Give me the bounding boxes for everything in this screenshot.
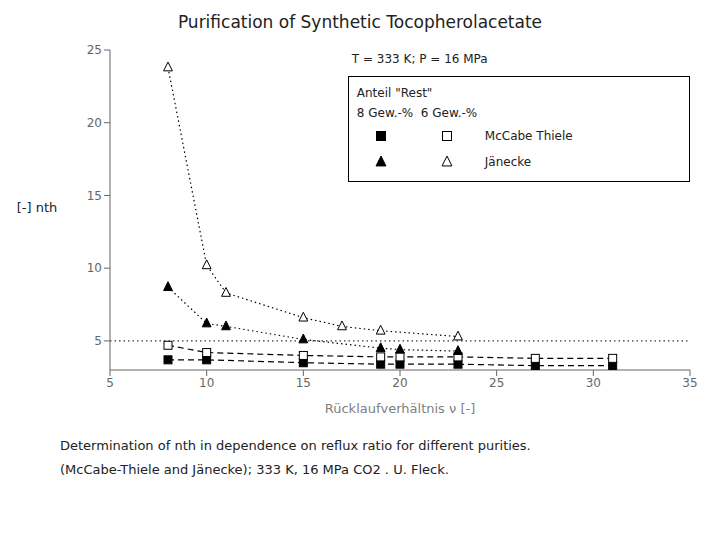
- svg-text:25: 25: [87, 43, 102, 57]
- svg-text:30: 30: [586, 376, 601, 390]
- html-text:Determination of nth in depend: Determination of nth in dependence on re…: [60, 438, 531, 453]
- html-text:[-] nth: [-] nth: [16, 200, 58, 215]
- svg-text:10: 10: [199, 376, 214, 390]
- html-text:McCabe Thiele: McCabe Thiele: [484, 128, 573, 143]
- svg-text:15: 15: [296, 376, 311, 390]
- html-text:(McCabe-Thiele and Jänecke); 3: (McCabe-Thiele and Jänecke); 333 K, 16 M…: [60, 462, 449, 477]
- html-text:Purification of Synthetic Toco: Purification of Synthetic Tocopherolacet…: [177, 12, 543, 32]
- svg-text:20: 20: [392, 376, 407, 390]
- svg-text:Rücklaufverhältnis ν [-]: Rücklaufverhältnis ν [-]: [325, 401, 475, 416]
- svg-text:20: 20: [87, 116, 102, 130]
- svg-text:35: 35: [682, 376, 697, 390]
- svg-text:25: 25: [489, 376, 504, 390]
- svg-text:5: 5: [94, 334, 102, 348]
- svg-text:5: 5: [106, 376, 114, 390]
- html-text:Anteil "Rest": Anteil "Rest": [356, 85, 433, 100]
- html-text:T = 333 K; P = 16 MPa: T = 333 K; P = 16 MPa: [351, 52, 488, 66]
- html-text:8 Gew.-% 6 Gew.-%: 8 Gew.-% 6 Gew.-%: [356, 105, 478, 120]
- html-text:Jänecke: Jänecke: [484, 154, 532, 169]
- svg-text:15: 15: [87, 189, 102, 203]
- svg-text:10: 10: [87, 261, 102, 275]
